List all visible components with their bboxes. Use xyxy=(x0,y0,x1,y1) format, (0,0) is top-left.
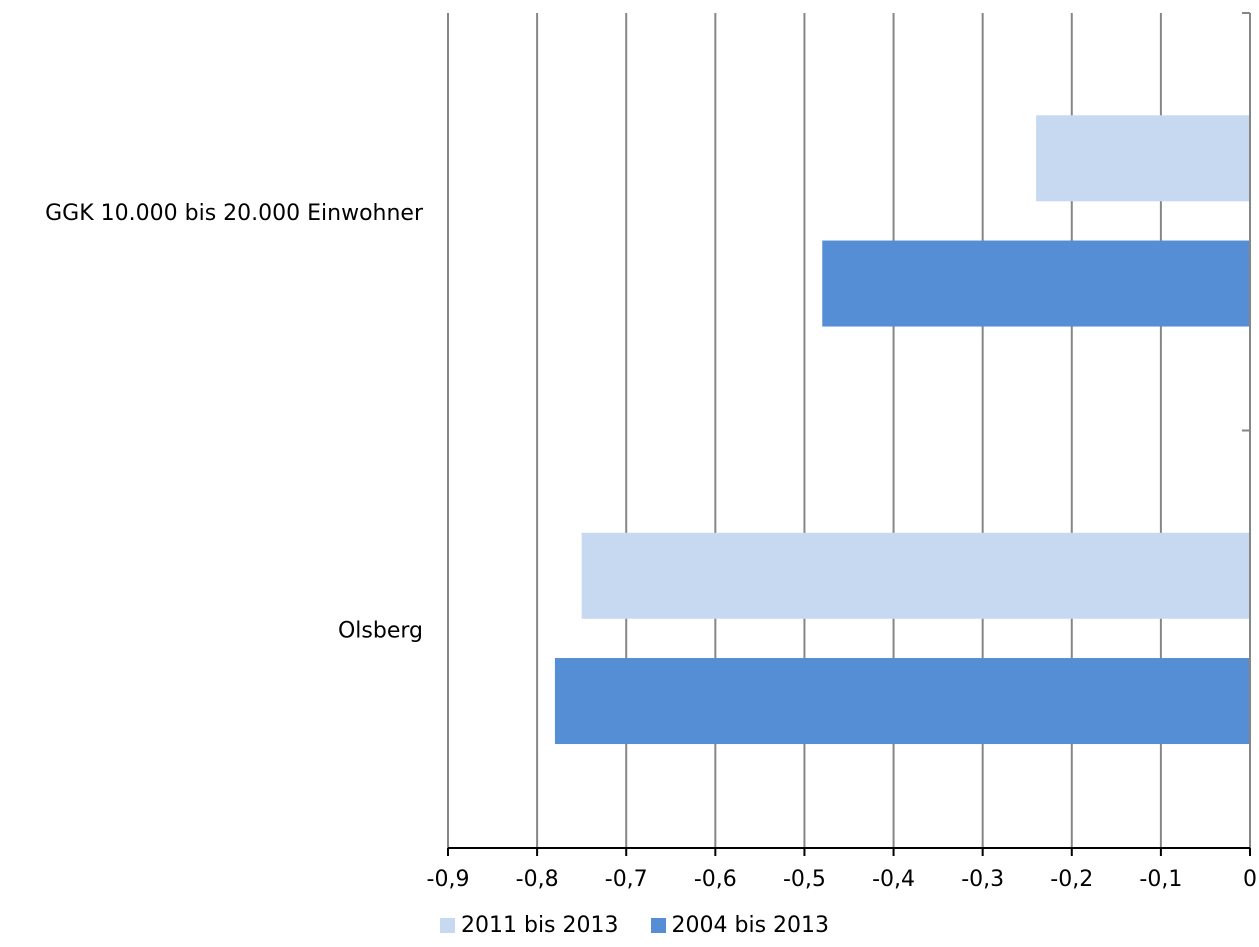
x-tick-label: -0,1 xyxy=(1139,867,1182,892)
axes xyxy=(447,12,1251,856)
gridlines xyxy=(447,13,1162,848)
legend-swatch-series-2 xyxy=(650,917,666,933)
x-tick-label: -0,7 xyxy=(605,867,648,892)
bar-1-2 xyxy=(581,532,1250,619)
x-tick-label: -0,2 xyxy=(1050,867,1093,892)
legend-label-series-2: 2004 bis 2013 xyxy=(671,912,830,938)
x-tick-label: -0,5 xyxy=(783,867,826,892)
bar-1-1 xyxy=(1036,115,1250,202)
category-label: Olsberg xyxy=(338,618,423,643)
bar-2-2 xyxy=(554,658,1250,745)
legend-label-series-1: 2011 bis 2013 xyxy=(461,912,619,938)
legend-swatch-series-1 xyxy=(440,917,455,933)
legend-item-series-2: 2004 bis 2013 xyxy=(650,912,830,938)
x-tick-label: -0,4 xyxy=(872,867,915,892)
x-tick-label: -0,9 xyxy=(427,867,470,892)
x-tick-label: -0,3 xyxy=(961,867,1004,892)
x-tick-label: -0,6 xyxy=(694,867,737,892)
bars xyxy=(554,115,1250,745)
bar-2-1 xyxy=(822,240,1250,327)
legend: 2011 bis 2013 2004 bis 2013 xyxy=(440,908,829,942)
x-tick-label: 0 xyxy=(1243,867,1257,892)
category-label: GGK 10.000 bis 20.000 Einwohner xyxy=(45,201,424,226)
legend-item-series-1: 2011 bis 2013 xyxy=(440,913,619,938)
bar-chart: -0,9 -0,8 -0,7 -0,6 -0,5 -0,4 -0,3 -0,2 -0,1 0 GG… xyxy=(45,12,1257,892)
category-labels: GGK 10.000 bis 20.000 Einwohner Olsberg xyxy=(45,201,424,644)
x-tick-label: -0,8 xyxy=(516,867,559,892)
x-tick-labels: -0,9 -0,8 -0,7 -0,6 -0,5 -0,4 -0,3 -0,2 -0,1 0 xyxy=(427,867,1257,892)
